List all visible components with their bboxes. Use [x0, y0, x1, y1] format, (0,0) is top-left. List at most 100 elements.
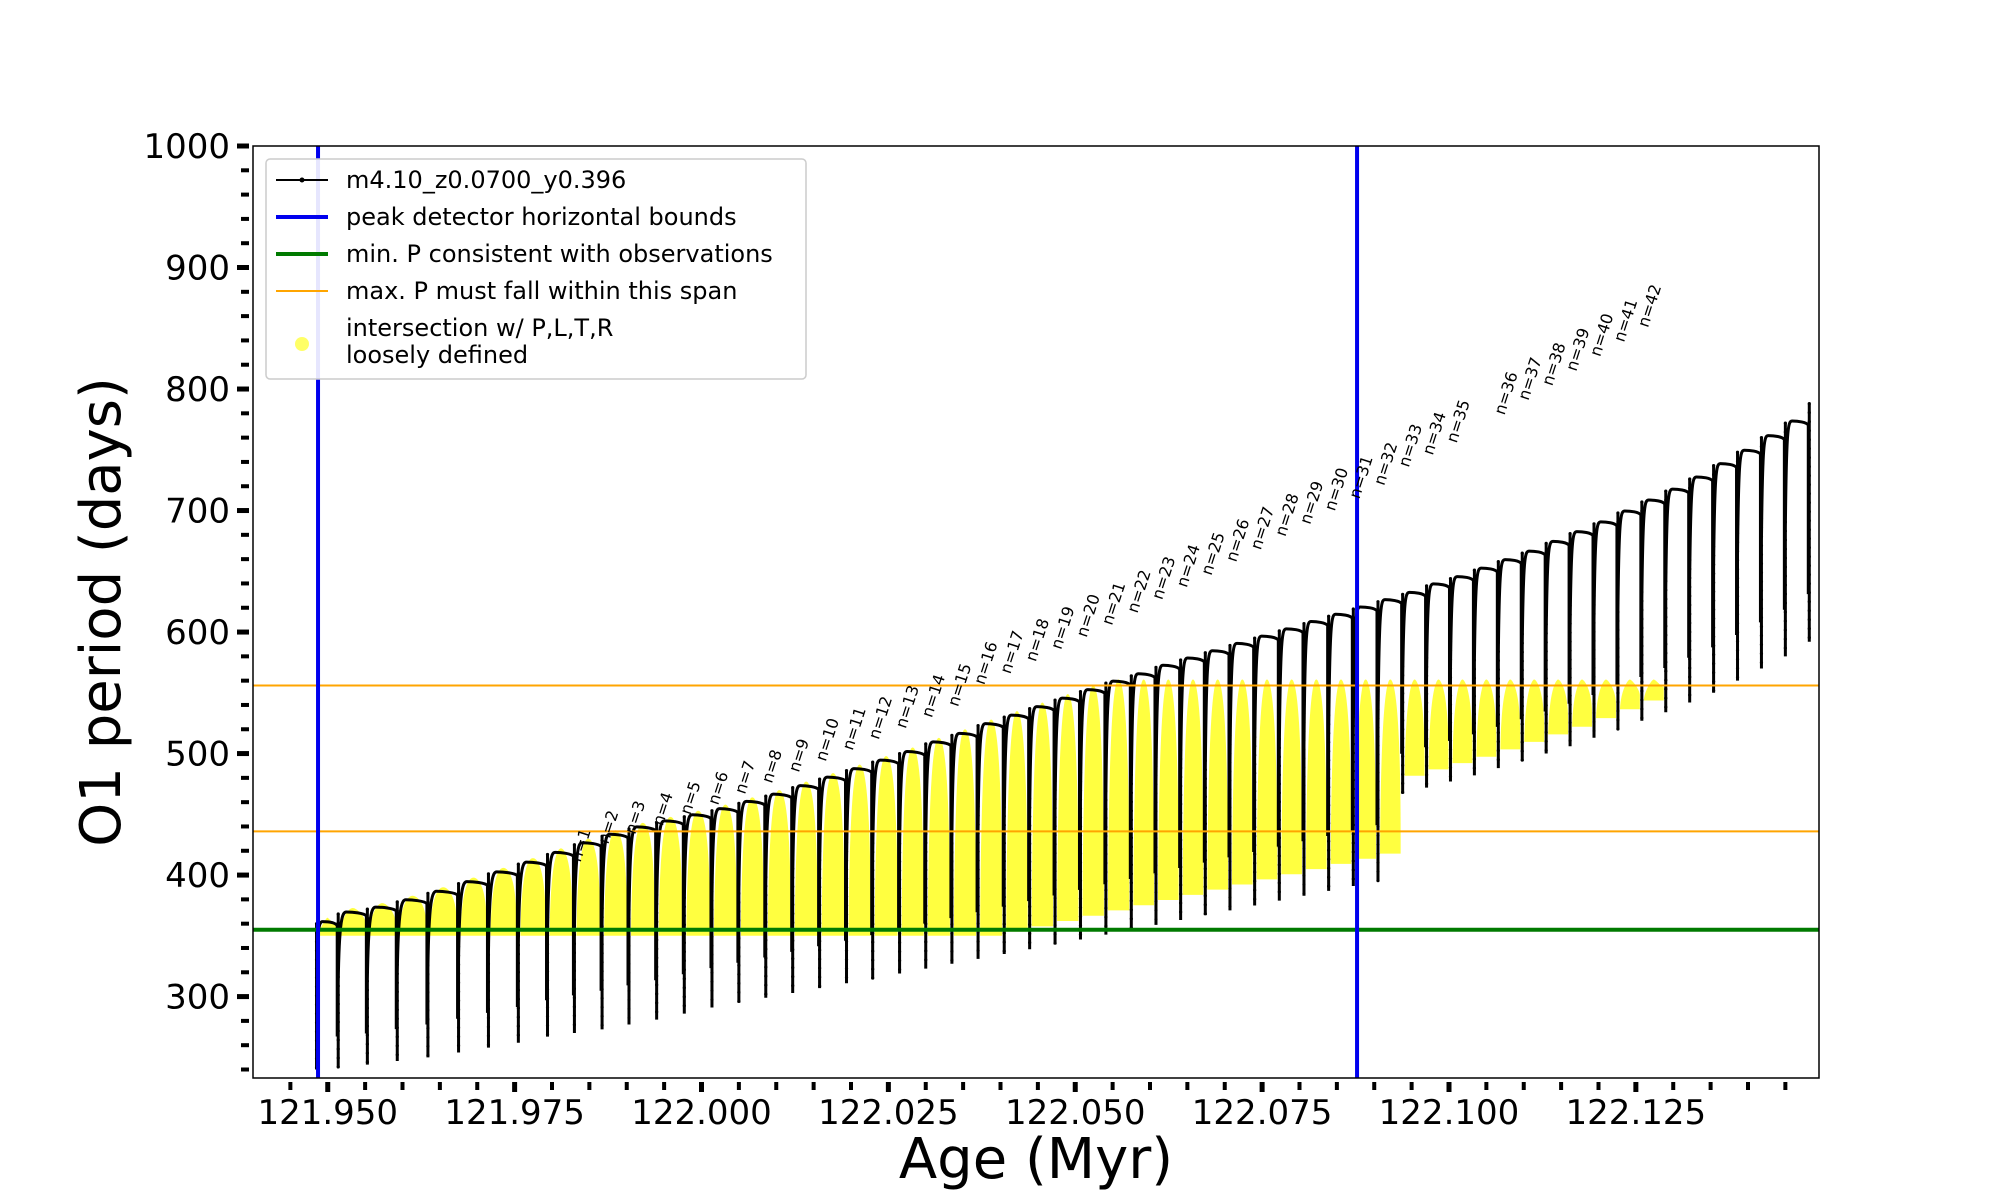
- data-point: [545, 942, 550, 947]
- data-point: [1302, 747, 1306, 752]
- data-point: [791, 875, 795, 880]
- data-point: [1376, 879, 1380, 883]
- data-point: [1401, 655, 1405, 659]
- data-point: [1302, 666, 1306, 671]
- data-point: [486, 1043, 491, 1047]
- data-point: [871, 976, 875, 980]
- data-point: [1424, 647, 1429, 651]
- data-point: [1154, 737, 1158, 741]
- data-point: [737, 864, 741, 868]
- data-point: [1735, 513, 1740, 517]
- data-point: [764, 956, 768, 960]
- data-point: [1424, 611, 1429, 615]
- data-point: [1002, 742, 1006, 746]
- data-point: [627, 863, 631, 867]
- data-point: [395, 990, 399, 994]
- data-point: [924, 823, 928, 827]
- data-point: [1253, 879, 1257, 883]
- data-point: [791, 884, 795, 889]
- data-point: [818, 939, 822, 943]
- data-point: [1327, 668, 1331, 672]
- data-point: [545, 960, 550, 965]
- data-point: [1472, 577, 1477, 581]
- data-point: [1520, 722, 1524, 726]
- data-point: [1129, 701, 1133, 705]
- data-point: [1568, 532, 1572, 536]
- data-point: [818, 849, 822, 853]
- data-point: [1203, 867, 1207, 871]
- intersection-region: [604, 830, 627, 936]
- data-point: [897, 877, 902, 882]
- data-point: [1472, 703, 1477, 707]
- data-point: [1327, 857, 1331, 861]
- data-point: [1277, 818, 1281, 822]
- data-point: [1616, 673, 1620, 677]
- data-point: [1179, 883, 1183, 887]
- data-point: [1327, 677, 1331, 681]
- data-point: [1807, 492, 1811, 496]
- data-point: [336, 1047, 340, 1051]
- data-point: [426, 1053, 430, 1057]
- data-point: [1129, 881, 1133, 885]
- data-point: [1592, 576, 1596, 580]
- data-point: [818, 903, 822, 907]
- data-point: [1078, 914, 1083, 919]
- data-point: [1228, 706, 1232, 711]
- data-point: [1203, 705, 1207, 709]
- data-point: [545, 852, 550, 857]
- data-point: [1154, 692, 1158, 696]
- data-point: [1376, 861, 1380, 865]
- data-point: [1592, 648, 1596, 652]
- data-point: [1568, 703, 1572, 707]
- data-point: [1179, 676, 1183, 680]
- plot-content: n=1 n=2n=3 n=4 n=5 n=6n=7n=8n=9n=10n=11n=12n…: [253, 146, 1819, 1078]
- data-point: [1028, 941, 1032, 945]
- data-point: [682, 869, 686, 873]
- data-point: [1327, 875, 1331, 879]
- data-point: [1302, 864, 1306, 869]
- data-point: [1228, 643, 1232, 648]
- data-point: [1078, 833, 1083, 838]
- data-point: [600, 960, 604, 964]
- data-point: [627, 854, 631, 858]
- data-point: [1376, 825, 1380, 829]
- data-point: [456, 1025, 461, 1030]
- data-point: [1592, 621, 1596, 625]
- data-point: [456, 1043, 461, 1048]
- data-point: [1203, 768, 1207, 772]
- data-point: [1053, 770, 1057, 774]
- data-point: [572, 861, 577, 865]
- data-point: [1078, 707, 1083, 712]
- data-point: [1203, 651, 1207, 655]
- data-point: [897, 967, 902, 972]
- data-point: [1179, 802, 1183, 806]
- data-point: [1735, 621, 1740, 625]
- data-point: [1228, 724, 1232, 729]
- data-point: [1228, 850, 1232, 855]
- data-point: [791, 947, 795, 952]
- data-point: [791, 956, 795, 961]
- data-point: [844, 894, 849, 899]
- data-point: [1203, 678, 1207, 682]
- data-point: [1640, 671, 1644, 675]
- data-point: [1104, 780, 1108, 784]
- data-point: [1104, 762, 1108, 766]
- data-point: [1253, 888, 1257, 892]
- data-point: [1327, 704, 1331, 708]
- data-point: [1424, 755, 1429, 759]
- data-point: [1028, 842, 1032, 846]
- data-point: [1327, 713, 1331, 717]
- legend-label: min. P consistent with observations: [346, 240, 773, 268]
- data-point: [818, 813, 822, 817]
- data-point: [1520, 731, 1524, 735]
- data-point: [682, 860, 686, 864]
- data-point: [1640, 662, 1644, 666]
- data-point: [897, 823, 902, 828]
- data-point: [1129, 890, 1133, 894]
- data-point: [1351, 625, 1355, 629]
- data-point: [1078, 779, 1083, 784]
- data-point: [1424, 728, 1429, 732]
- data-point: [1759, 445, 1764, 449]
- data-point: [1129, 908, 1133, 912]
- data-point: [1520, 650, 1524, 654]
